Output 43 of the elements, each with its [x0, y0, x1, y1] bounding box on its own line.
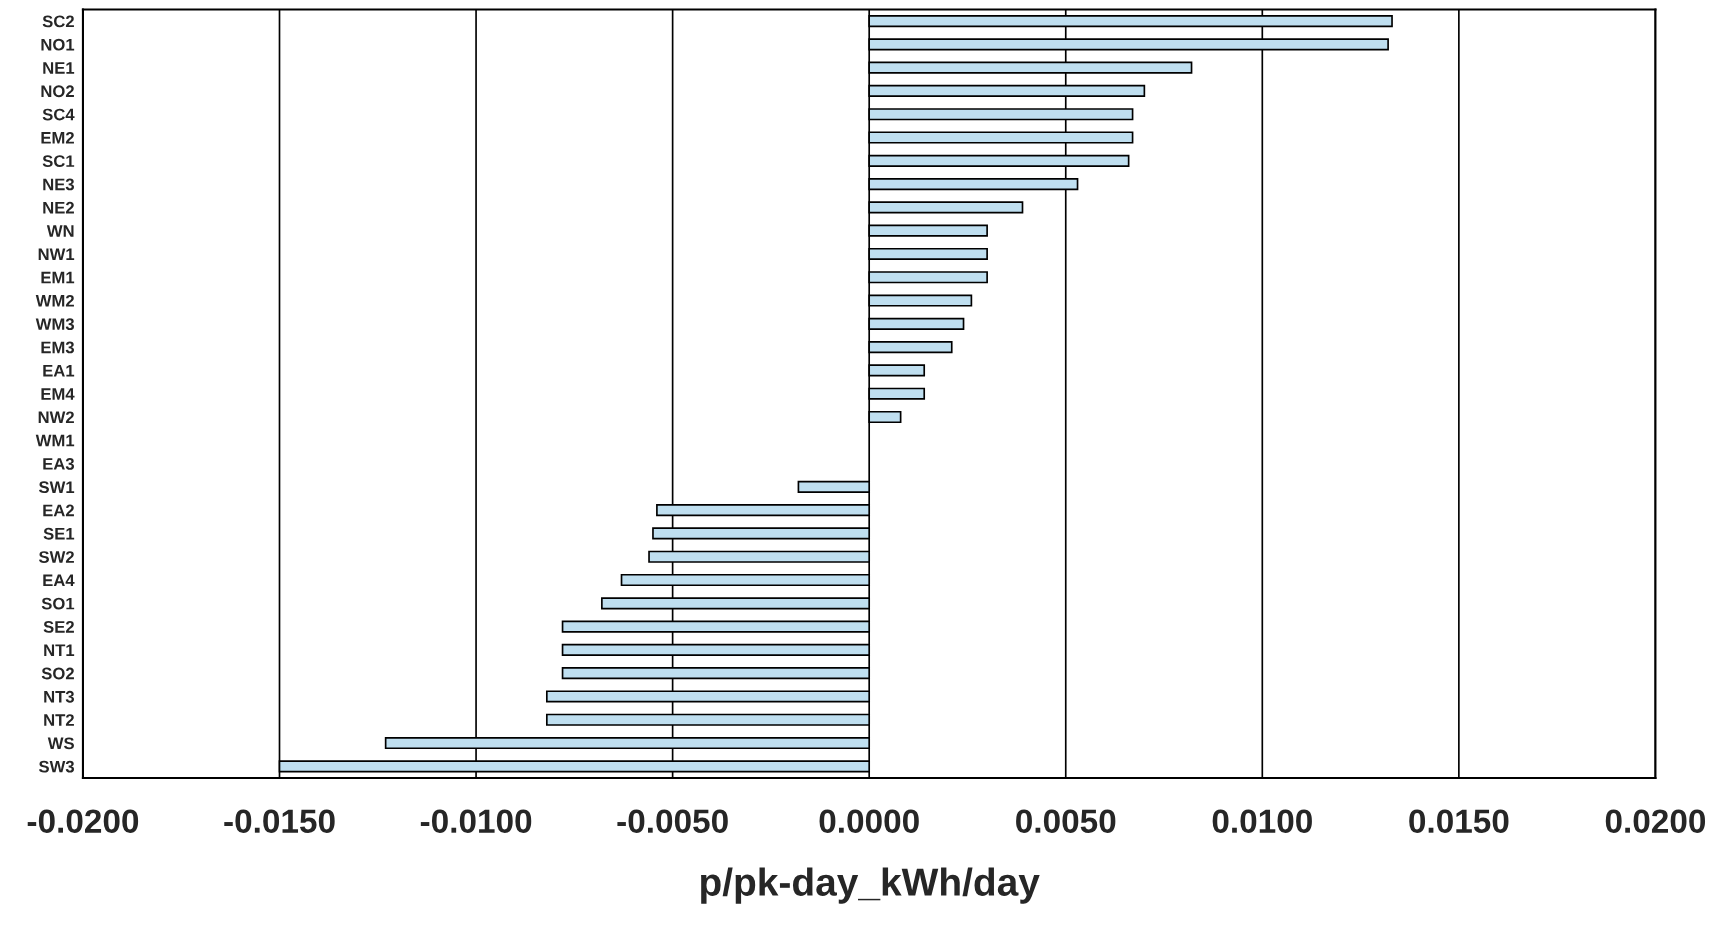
x-axis-title: p/pk-day_kWh/day	[701, 867, 1040, 904]
y-tick-label: EA2	[43, 504, 74, 517]
x-tick-label: 0.0200	[1605, 809, 1706, 834]
x-tick-label: -0.0150	[224, 809, 335, 834]
y-tick-label: EM3	[41, 341, 75, 354]
y-tick-label: SC1	[42, 155, 75, 168]
y-tick-label: WM3	[35, 318, 75, 331]
y-tick-label: SW3	[38, 760, 75, 773]
y-tick-label: WM1	[35, 434, 75, 447]
y-tick-label: NT1	[44, 644, 75, 656]
y-tick-label: EM4	[41, 388, 75, 400]
y-tick-label: SO1	[41, 597, 75, 610]
y-tick-label: EA4	[43, 574, 75, 587]
y-tick-label: SC4	[42, 108, 75, 121]
y-tick-label: NT3	[44, 690, 75, 703]
y-tick-label: NT2	[44, 714, 74, 726]
y-tick-label: NO2	[41, 85, 74, 98]
y-tick-label: WN	[46, 225, 74, 237]
y-tick-label: NE2	[43, 201, 74, 214]
y-tick-label: EA3	[43, 457, 75, 470]
x-tick-label: -0.0050	[617, 809, 728, 834]
y-tick-label: SE2	[43, 621, 74, 633]
y-tick-label: NW1	[38, 248, 75, 261]
y-tick-label: NO1	[41, 38, 75, 51]
x-tick-label: 0.0000	[819, 809, 919, 834]
y-tick-label: NW2	[38, 411, 74, 424]
y-tick-label: WS	[47, 737, 74, 750]
y-tick-label: NE3	[43, 178, 75, 191]
y-tick-label: SW1	[38, 481, 75, 494]
y-tick-label: EM2	[41, 131, 74, 144]
x-tick-label: -0.0200	[27, 809, 139, 834]
x-tick-label: 0.0100	[1212, 809, 1312, 834]
x-tick-label: 0.0150	[1409, 809, 1509, 834]
y-tick-label: NE1	[43, 62, 75, 74]
y-tick-label: EM1	[41, 271, 75, 284]
y-tick-label: SO2	[41, 667, 74, 680]
y-tick-label: SW2	[38, 551, 74, 563]
y-tick-label: SC2	[42, 15, 74, 28]
y-tick-label: SE1	[43, 527, 75, 540]
x-tick-label: 0.0050	[1016, 809, 1116, 834]
y-tick-label: EA1	[43, 364, 75, 377]
y-tick-label: WM2	[35, 294, 74, 307]
x-tick-label: -0.0100	[420, 809, 532, 834]
